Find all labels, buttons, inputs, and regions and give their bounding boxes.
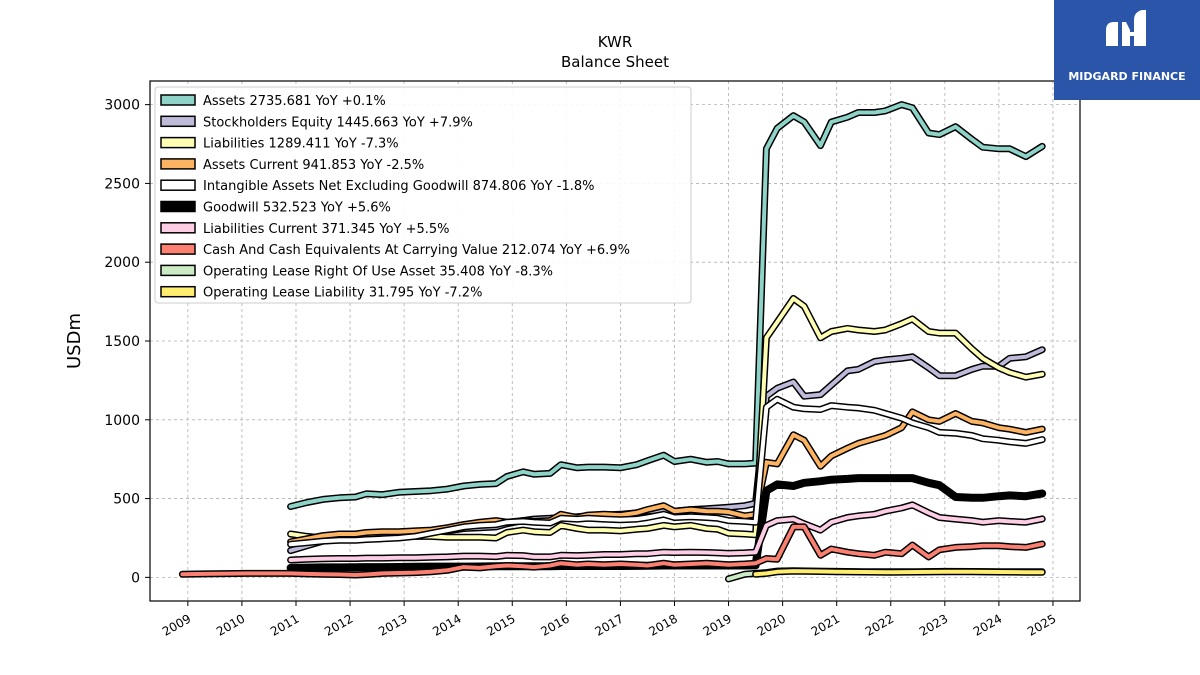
legend-entry: Goodwill 532.523 YoY +5.6% — [203, 201, 391, 216]
legend-swatch — [160, 136, 196, 149]
x-tick-label: 2013 — [376, 611, 409, 638]
x-tick-label: 2014 — [430, 611, 463, 638]
legend-entry: Operating Lease Right Of Use Asset 35.40… — [203, 264, 553, 279]
y-tick-label: 1500 — [104, 334, 140, 350]
series-cash-and-cash-equivalents-at-carrying-value — [178, 523, 1046, 579]
x-tick-label: 2011 — [268, 611, 301, 638]
chart-title: KWR — [598, 33, 633, 51]
x-tick-label: 2017 — [592, 611, 625, 638]
legend-swatch — [160, 94, 196, 106]
x-tick-label: 2018 — [647, 611, 680, 638]
legend: Assets 2735.681 YoY +0.1% Stockholders Eq… — [154, 86, 692, 304]
y-tick-label: 0 — [131, 570, 140, 586]
legend-entry: Intangible Assets Net Excluding Goodwill… — [203, 179, 594, 194]
y-tick-label: 3000 — [104, 98, 140, 114]
x-tick-label: 2010 — [214, 611, 247, 638]
brand-logo: MIDGARD FINANCE — [1054, 0, 1200, 100]
series-operating-lease-liability — [752, 567, 1046, 578]
legend-entry: Stockholders Equity 1445.663 YoY +7.9% — [203, 115, 473, 130]
brand-name: MIDGARD FINANCE — [1068, 70, 1186, 83]
legend-swatch — [160, 285, 196, 298]
y-tick-label: 500 — [113, 492, 140, 508]
x-tick-label: 2019 — [701, 611, 734, 638]
x-axis-ticks: 2009 2010 2011 2012 2013 2014 2015 2016 2017 2018… — [160, 601, 1058, 639]
x-tick-label: 2009 — [160, 611, 193, 638]
legend-box — [154, 86, 692, 304]
series-line — [180, 524, 1045, 577]
series-line — [753, 569, 1045, 577]
y-tick-label: 2000 — [104, 255, 140, 271]
series-lines — [178, 101, 1047, 583]
x-tick-label: 2015 — [484, 611, 517, 638]
x-tick-label: 2016 — [538, 611, 571, 638]
legend-swatch — [160, 222, 196, 234]
y-axis-label: USDm — [64, 313, 85, 369]
legend-swatch — [160, 115, 196, 128]
legend-entry: Liabilities Current 371.345 YoY +5.5% — [203, 222, 450, 237]
y-tick-label: 1000 — [104, 413, 140, 429]
y-tick-label: 2500 — [104, 176, 140, 192]
series-assets — [287, 101, 1046, 510]
legend-entry: Operating Lease Liability 31.795 YoY -7.… — [203, 286, 482, 301]
midgard-logo-icon — [1106, 10, 1146, 46]
legend-entry: Assets 2735.681 YoY +0.1% — [203, 94, 386, 109]
series-line — [288, 102, 1045, 509]
x-tick-label: 2024 — [971, 611, 1004, 638]
x-tick-label: 2025 — [1025, 611, 1058, 638]
legend-entry: Cash And Cash Equivalents At Carrying Va… — [203, 243, 630, 258]
x-tick-label: 2021 — [809, 611, 842, 638]
x-tick-label: 2012 — [322, 611, 355, 638]
legend-swatch — [160, 264, 196, 277]
series-line — [288, 397, 1045, 547]
legend-entry: Assets Current 941.853 YoY -2.5% — [203, 158, 424, 173]
chart-subtitle: Balance Sheet — [561, 53, 669, 71]
x-tick-label: 2023 — [917, 611, 950, 638]
legend-swatch — [160, 200, 196, 213]
legend-swatch — [160, 158, 196, 170]
y-axis-ticks: 0 500 1000 1500 2000 2500 3000 — [104, 98, 150, 586]
legend-swatch — [160, 243, 196, 255]
series-line — [288, 502, 1045, 562]
series-intangible-assets-net-excluding-goodwill — [287, 395, 1046, 548]
x-tick-label: 2022 — [863, 611, 896, 638]
legend-entry: Liabilities 1289.411 YoY -7.3% — [203, 137, 399, 152]
x-tick-label: 2020 — [755, 611, 788, 638]
series-liabilities-current — [287, 501, 1046, 564]
legend-swatch — [160, 179, 196, 191]
